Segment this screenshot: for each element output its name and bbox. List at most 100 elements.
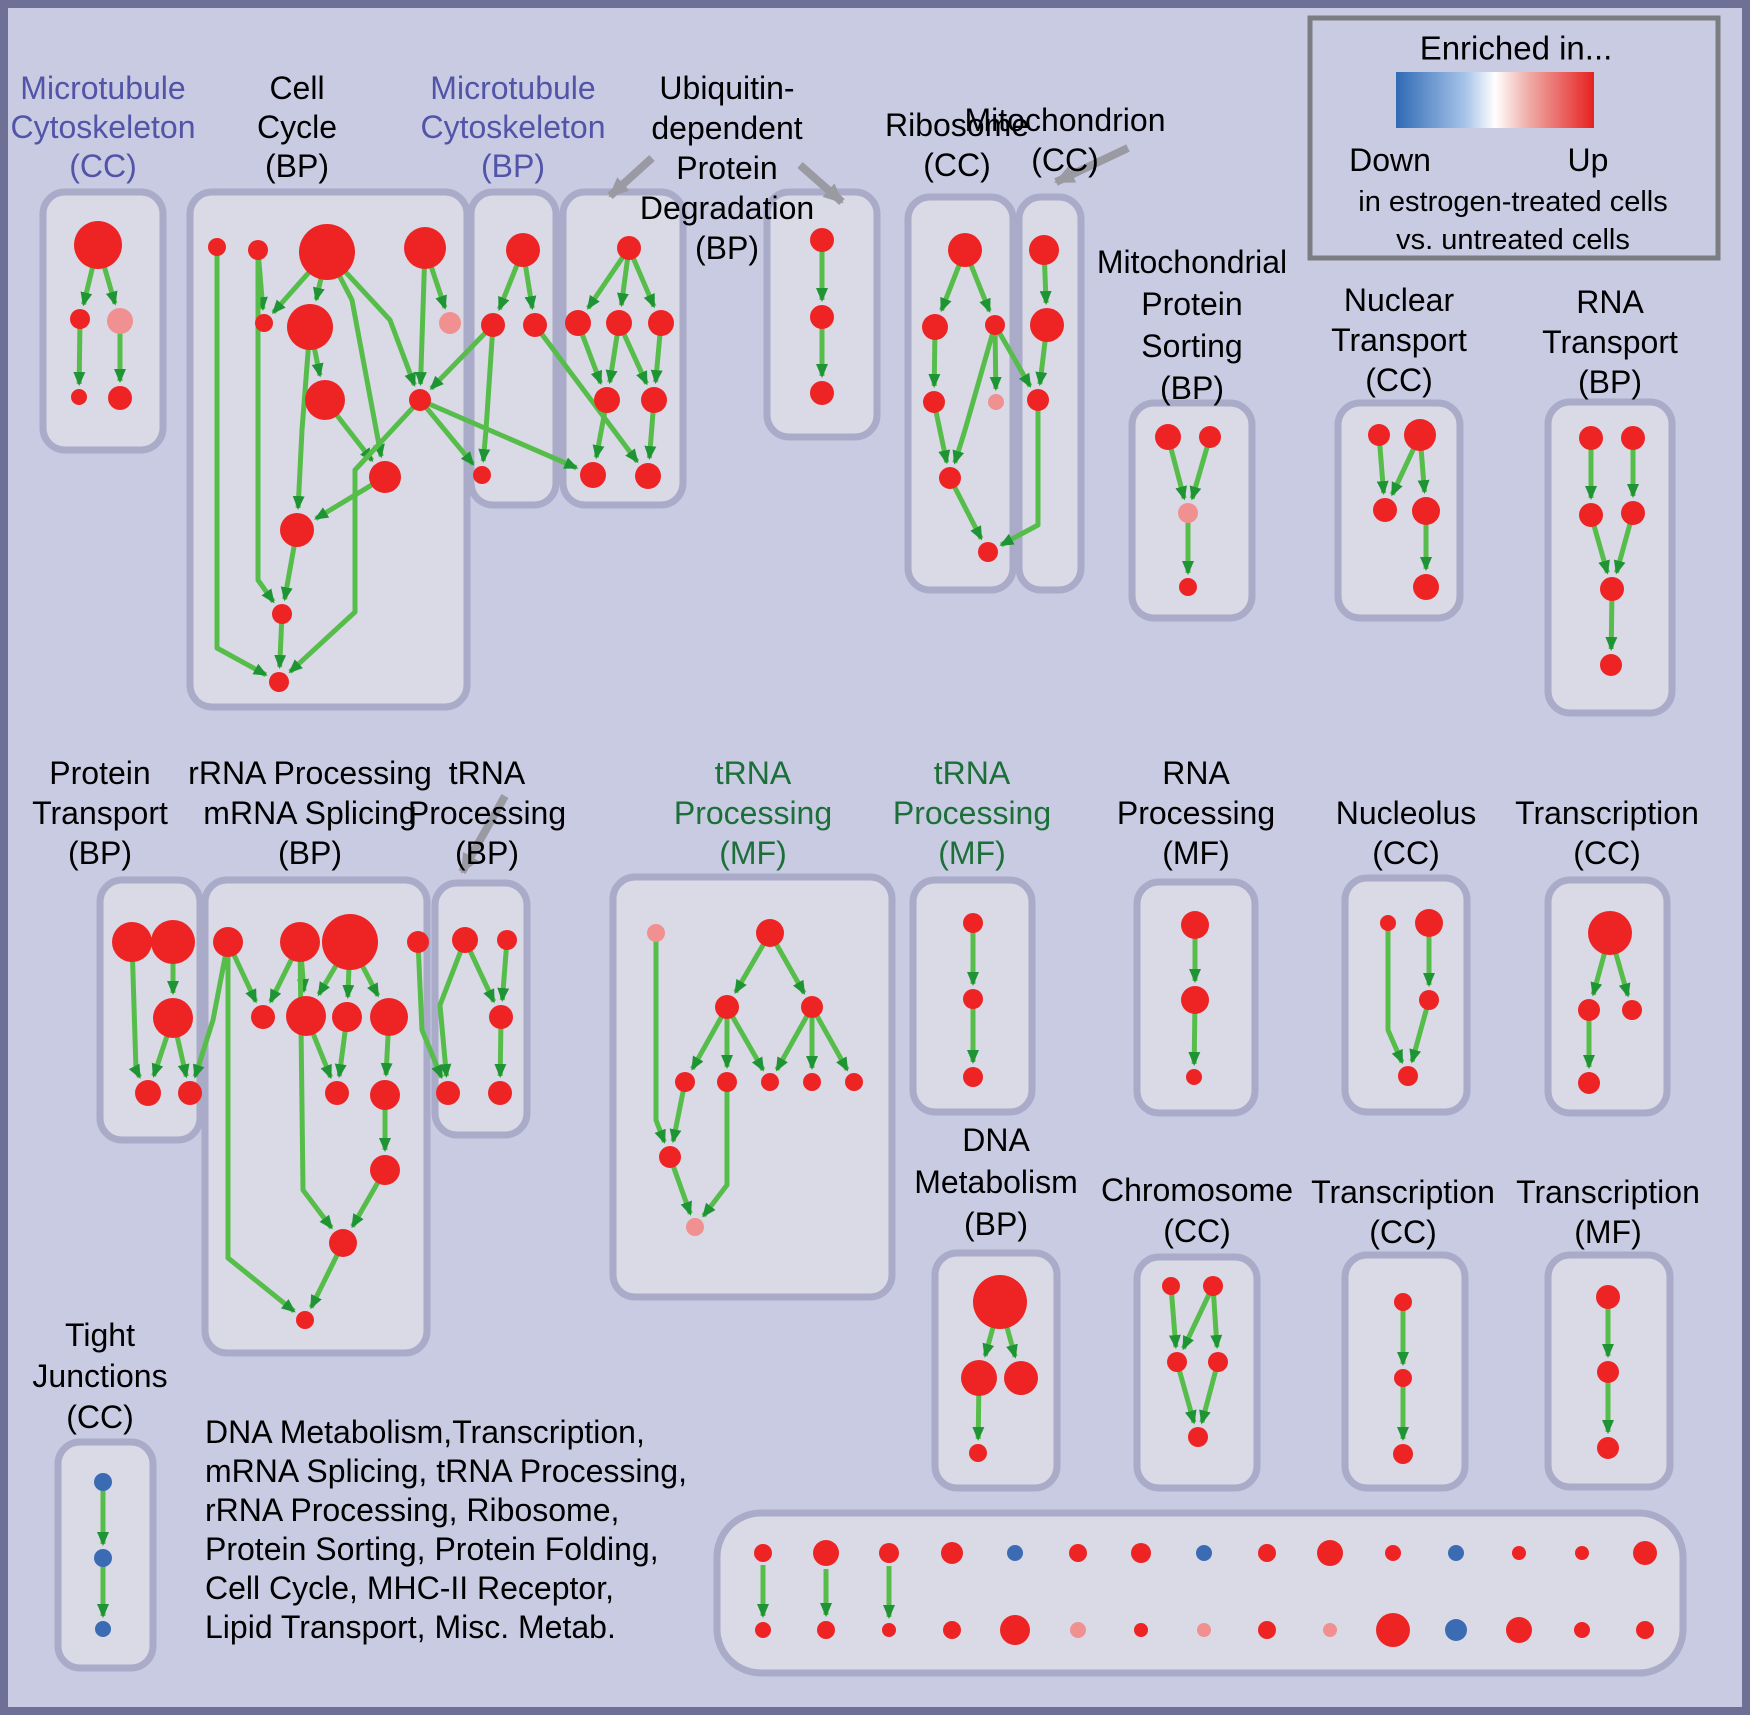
misc-terms-line: Protein Sorting, Protein Folding, (205, 1531, 659, 1567)
go-term-node-t3 (1579, 503, 1603, 527)
cluster-box-rna-transport-bp (1544, 398, 1676, 717)
edge-arrow-c9-c13 (288, 398, 422, 674)
edge-arrow-h4-h5 (1199, 1361, 1221, 1425)
go-term-node-rc (322, 914, 378, 970)
go-term-node-n2 (70, 309, 90, 329)
cluster-label-5: Mitochondrion (CC) (965, 102, 1166, 178)
go-term-node-vc (489, 1005, 513, 1029)
cluster-label-19: Transcription (CC) (1311, 1174, 1495, 1250)
go-term-node-n1 (74, 221, 122, 269)
cluster-label-line: (BP) (68, 835, 132, 871)
go-term-node-misc-top-4 (1007, 1545, 1023, 1561)
go-term-node-n4 (71, 389, 87, 405)
cluster-label-line: Processing (1117, 795, 1275, 831)
cluster-box-nucleolus-cc (1341, 874, 1471, 1116)
edge-arrow-h2-h4 (1210, 1285, 1223, 1350)
go-term-node-e1 (1394, 1293, 1412, 1311)
go-term-node-ra (213, 927, 243, 957)
go-term-node-h5 (1188, 1427, 1208, 1447)
cluster-label-line: Junctions (32, 1358, 167, 1394)
edge-arrow-rd-v4 (415, 941, 444, 1080)
go-term-node-w6 (717, 1072, 737, 1092)
cluster-box-ribosome-cc (904, 193, 1017, 594)
cluster-label-line: dependent (651, 110, 802, 146)
go-term-node-pt2 (151, 920, 195, 964)
cluster-label-12: tRNA Processing (MF) (674, 755, 832, 871)
edge-arrow-c4-c9 (414, 247, 428, 387)
go-term-node-g1 (1029, 235, 1059, 265)
go-term-node-misc-bottom-2 (882, 1623, 896, 1637)
label-pointer-arrow-0 (607, 155, 655, 199)
go-term-node-u1 (617, 236, 641, 260)
edge-arrow-z3-z4 (1409, 999, 1432, 1064)
go-term-node-misc-bottom-13 (1574, 1622, 1590, 1638)
go-term-node-e2 (1394, 1369, 1412, 1387)
cluster-label-4: Ribosome (CC) (885, 107, 1029, 183)
cluster-label-line: Transport (32, 795, 168, 831)
cluster-label-8: RNA Transport (BP) (1542, 284, 1678, 400)
pointer-arrows-layer (458, 144, 1130, 874)
go-term-node-z4 (1398, 1066, 1418, 1086)
go-term-node-v4 (436, 1081, 460, 1105)
go-term-node-rk (370, 1155, 400, 1185)
go-term-node-misc-bottom-3 (943, 1621, 961, 1639)
go-term-node-k1 (1588, 911, 1632, 955)
edge-arrow-ra-pt5 (192, 941, 231, 1079)
go-term-node-pt3 (153, 998, 193, 1038)
cluster-label-line: (BP) (1160, 370, 1224, 406)
go-term-node-k3 (1622, 1000, 1642, 1020)
go-term-node-v3 (810, 381, 834, 405)
go-term-node-misc-bottom-6 (1134, 1623, 1148, 1637)
cluster-label-line: (MF) (1574, 1214, 1642, 1250)
go-term-node-w5 (675, 1072, 695, 1092)
go-term-node-rd (407, 931, 429, 953)
cluster-label-line: Tight (65, 1317, 135, 1353)
cluster-label-3: Ubiquitin-dependent Protein Degradation (BP… (640, 70, 814, 266)
misc-terms-text: DNA Metabolism,Transcription, mRNA Splici… (205, 1414, 687, 1645)
cluster-box-mitochondrion-cc (1015, 193, 1085, 594)
go-term-node-u3 (606, 310, 632, 336)
cluster-label-13: tRNA Processing (MF) (893, 755, 1051, 871)
go-term-node-rb (280, 922, 320, 962)
go-term-node-misc-bottom-4 (1000, 1615, 1030, 1645)
cluster-label-line: Processing (893, 795, 1051, 831)
go-term-node-c11 (280, 513, 314, 547)
go-term-node-y1 (1181, 911, 1209, 939)
cluster-label-line: tRNA (934, 755, 1011, 791)
edge-arrow-w3-w7 (724, 1005, 766, 1072)
go-term-node-misc-top-7 (1196, 1545, 1212, 1561)
go-term-node-v1 (810, 228, 834, 252)
go-term-node-misc-top-0 (754, 1544, 772, 1562)
cluster-label-line: (CC) (69, 148, 137, 184)
cluster-label-line: (CC) (66, 1399, 134, 1435)
go-term-node-misc-top-1 (813, 1540, 839, 1566)
cluster-label-1: Cell Cycle (BP) (257, 70, 337, 184)
go-term-node-c7 (439, 312, 461, 334)
go-term-node-q2 (1404, 419, 1436, 451)
edge-arrow-h1-h3 (1168, 1285, 1181, 1350)
go-term-node-t1 (1579, 426, 1603, 450)
cluster-label-line: Cytoskeleton (421, 109, 606, 145)
go-term-node-q3 (1373, 498, 1397, 522)
cluster-label-15: Nucleolus (CC) (1336, 795, 1477, 871)
go-term-node-c4 (404, 227, 446, 269)
legend-down-label: Down (1349, 142, 1431, 178)
go-term-node-rf (286, 996, 326, 1036)
go-term-node-y3 (1186, 1069, 1202, 1085)
cluster-label-14: RNA Processing (MF) (1117, 755, 1275, 871)
cluster-label-line: (CC) (1163, 1213, 1231, 1249)
go-term-node-misc-top-11 (1448, 1545, 1464, 1561)
go-term-node-m1 (506, 233, 540, 267)
cluster-label-20: Transcription (MF) (1516, 1174, 1700, 1250)
go-term-node-q1 (1368, 424, 1390, 446)
cluster-label-line: Cycle (257, 109, 337, 145)
cluster-label-line: Metabolism (914, 1164, 1078, 1200)
go-term-node-u7 (580, 462, 606, 488)
cluster-box-microtubule-cytoskeleton-cc (39, 188, 167, 454)
legend-up-label: Up (1568, 142, 1609, 178)
cluster-label-17: DNA Metabolism (BP) (914, 1122, 1078, 1242)
cluster-label-line: (BP) (481, 148, 545, 184)
go-term-node-u8 (635, 463, 661, 489)
cluster-label-line: Ribosome (885, 107, 1029, 143)
